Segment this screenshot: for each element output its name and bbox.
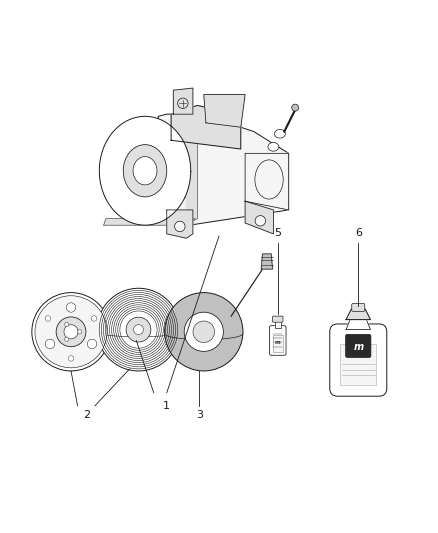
Circle shape [35,296,107,368]
Text: 2: 2 [83,410,90,420]
Circle shape [78,329,82,334]
Circle shape [45,339,55,349]
Polygon shape [186,116,197,225]
Polygon shape [346,319,371,329]
Bar [272,335,283,352]
FancyBboxPatch shape [352,303,365,311]
Circle shape [92,316,97,321]
Polygon shape [204,94,245,127]
Circle shape [32,293,110,371]
Bar [275,321,281,328]
Circle shape [68,356,74,361]
Ellipse shape [99,116,191,225]
Polygon shape [346,309,371,320]
Ellipse shape [133,157,157,185]
Circle shape [66,303,76,312]
Circle shape [64,325,78,339]
Polygon shape [261,254,272,269]
Circle shape [97,288,180,371]
Circle shape [175,221,185,232]
Polygon shape [173,88,193,114]
Text: m: m [353,342,364,352]
Ellipse shape [255,160,283,199]
FancyBboxPatch shape [330,324,387,396]
Circle shape [178,98,188,109]
Ellipse shape [123,144,167,197]
Ellipse shape [268,142,279,151]
Polygon shape [171,106,241,149]
Text: 6: 6 [355,228,362,238]
Text: 1: 1 [163,401,170,411]
Circle shape [134,325,144,335]
Text: m: m [275,340,281,345]
Circle shape [255,215,265,226]
Circle shape [165,293,243,371]
Circle shape [56,317,86,346]
Circle shape [64,337,69,342]
Circle shape [45,316,51,321]
FancyBboxPatch shape [272,316,283,322]
Circle shape [87,339,97,349]
Text: 3: 3 [196,410,203,420]
Circle shape [193,321,215,343]
FancyBboxPatch shape [340,344,376,385]
Ellipse shape [275,130,286,138]
Text: 5: 5 [274,228,281,238]
Circle shape [292,104,299,111]
Circle shape [64,322,69,327]
Circle shape [184,312,223,351]
FancyBboxPatch shape [269,326,286,356]
Circle shape [126,317,151,342]
Polygon shape [245,201,273,234]
FancyBboxPatch shape [346,334,371,358]
Polygon shape [158,114,289,228]
Polygon shape [104,219,195,225]
Polygon shape [167,210,193,238]
Polygon shape [245,154,289,210]
